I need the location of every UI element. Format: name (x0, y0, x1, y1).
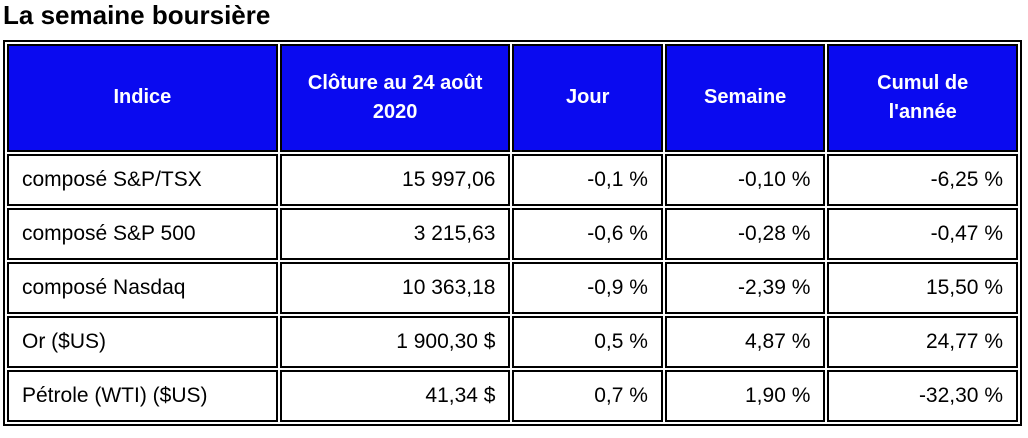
cell-jour: 0,7 % (512, 369, 663, 422)
cell-semaine: -2,39 % (664, 261, 826, 314)
table-row: Or ($US) 1 900,30 $ 0,5 % 4,87 % 24,77 % (7, 315, 1018, 368)
table-row: composé S&P 500 3 215,63 -0,6 % -0,28 % … (7, 207, 1018, 260)
cell-jour: -0,9 % (512, 261, 663, 314)
market-week-table: Indice Clôture au 24 août 2020 Jour Sema… (3, 39, 1022, 426)
cell-jour: -0,1 % (512, 153, 663, 206)
column-header-cloture: Clôture au 24 août 2020 (279, 43, 511, 152)
cell-semaine: 1,90 % (664, 369, 826, 422)
cell-indice: Or ($US) (7, 315, 278, 368)
cell-cloture: 1 900,30 $ (279, 315, 511, 368)
cell-cloture: 41,34 $ (279, 369, 511, 422)
cell-jour: -0,6 % (512, 207, 663, 260)
cell-semaine: -0,10 % (664, 153, 826, 206)
cell-cloture: 15 997,06 (279, 153, 511, 206)
cell-cumul: -0,47 % (827, 207, 1018, 260)
cell-cumul: 15,50 % (827, 261, 1018, 314)
cell-indice: composé S&P 500 (7, 207, 278, 260)
cell-cloture: 10 363,18 (279, 261, 511, 314)
table-row: composé S&P/TSX 15 997,06 -0,1 % -0,10 %… (7, 153, 1018, 206)
column-header-cumul: Cumul de l'année (827, 43, 1018, 152)
table-row: Pétrole (WTI) ($US) 41,34 $ 0,7 % 1,90 %… (7, 369, 1018, 422)
cell-jour: 0,5 % (512, 315, 663, 368)
column-header-indice: Indice (7, 43, 278, 152)
column-header-jour: Jour (512, 43, 663, 152)
cell-cloture: 3 215,63 (279, 207, 511, 260)
cell-semaine: -0,28 % (664, 207, 826, 260)
cell-cumul: -6,25 % (827, 153, 1018, 206)
cell-cumul: -32,30 % (827, 369, 1018, 422)
header-row: Indice Clôture au 24 août 2020 Jour Sema… (7, 43, 1018, 152)
cell-indice: composé Nasdaq (7, 261, 278, 314)
page-title: La semaine boursière (3, 0, 271, 30)
cell-cumul: 24,77 % (827, 315, 1018, 368)
cell-indice: Pétrole (WTI) ($US) (7, 369, 278, 422)
table-row: composé Nasdaq 10 363,18 -0,9 % -2,39 % … (7, 261, 1018, 314)
cell-semaine: 4,87 % (664, 315, 826, 368)
column-header-semaine: Semaine (664, 43, 826, 152)
cell-indice: composé S&P/TSX (7, 153, 278, 206)
